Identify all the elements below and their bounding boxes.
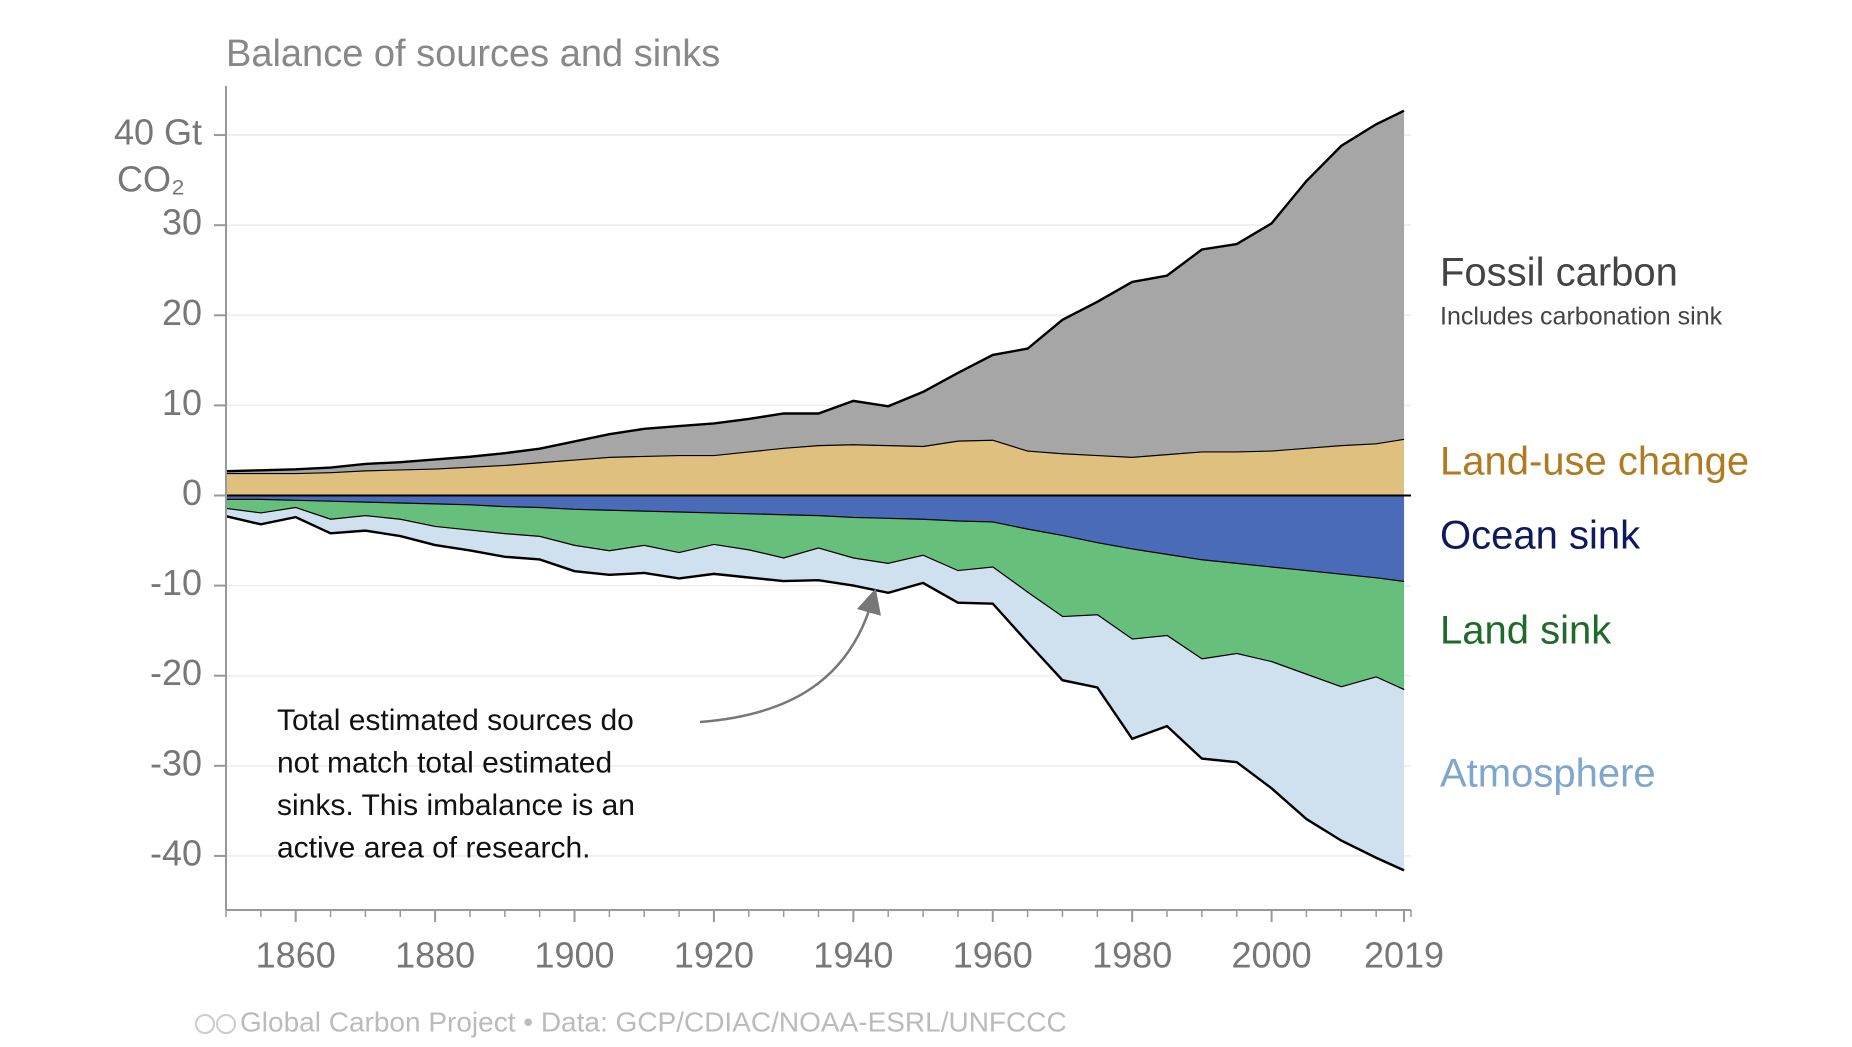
x-tick-label: 1920 xyxy=(674,935,754,976)
y-tick-label: 0 xyxy=(182,472,202,513)
series-label: Land sink xyxy=(1440,609,1612,653)
y-tick-label: -20 xyxy=(150,652,202,693)
annotation-arrow xyxy=(699,588,881,724)
series-label: Atmosphere xyxy=(1440,752,1656,796)
y-tick-label: 10 xyxy=(162,382,202,423)
annotation: not match total estimated xyxy=(277,746,612,779)
series-label: Land-use change xyxy=(1440,440,1749,484)
area-edge xyxy=(225,109,1405,473)
annotation: active area of research. xyxy=(277,831,591,864)
y-axis-label: CO₂ xyxy=(117,159,185,200)
x-tick-label: 2019 xyxy=(1364,935,1444,976)
x-tick-label: 1900 xyxy=(534,935,614,976)
cc-icon xyxy=(195,1014,215,1034)
y-tick-label: 40 Gt xyxy=(114,112,202,153)
y-tick-label: -30 xyxy=(150,742,202,783)
y-tick-label: 20 xyxy=(162,292,202,333)
chart-title: Balance of sources and sinks xyxy=(226,33,720,75)
area xyxy=(226,495,1405,582)
area xyxy=(226,500,1405,691)
annotation: sinks. This imbalance is an xyxy=(277,789,635,822)
series-label: Ocean sink xyxy=(1440,514,1641,558)
area-edge xyxy=(226,437,1405,475)
area xyxy=(226,508,1405,871)
plot-layer xyxy=(225,109,1411,872)
area xyxy=(226,438,1405,496)
x-tick-label: 1880 xyxy=(395,935,475,976)
x-tick-label: 1980 xyxy=(1092,935,1172,976)
y-tick-label: -40 xyxy=(150,832,202,873)
y-tick-label: -10 xyxy=(150,562,202,603)
annotation: Total estimated sources do xyxy=(277,704,634,737)
x-tick-label: 1960 xyxy=(953,935,1033,976)
x-tick-label: 2000 xyxy=(1232,935,1312,976)
source: Global Carbon Project • Data: GCP/CDIAC/… xyxy=(240,1006,1067,1037)
area-edge xyxy=(225,515,1405,872)
x-tick-label: 1940 xyxy=(813,935,893,976)
by-icon xyxy=(216,1014,236,1034)
x-tick-label: 1860 xyxy=(256,935,336,976)
area xyxy=(226,110,1405,473)
series-note: Includes carbonation sink xyxy=(1440,303,1723,331)
series-label: Fossil carbon xyxy=(1440,251,1678,295)
y-tick-label: 30 xyxy=(162,202,202,243)
